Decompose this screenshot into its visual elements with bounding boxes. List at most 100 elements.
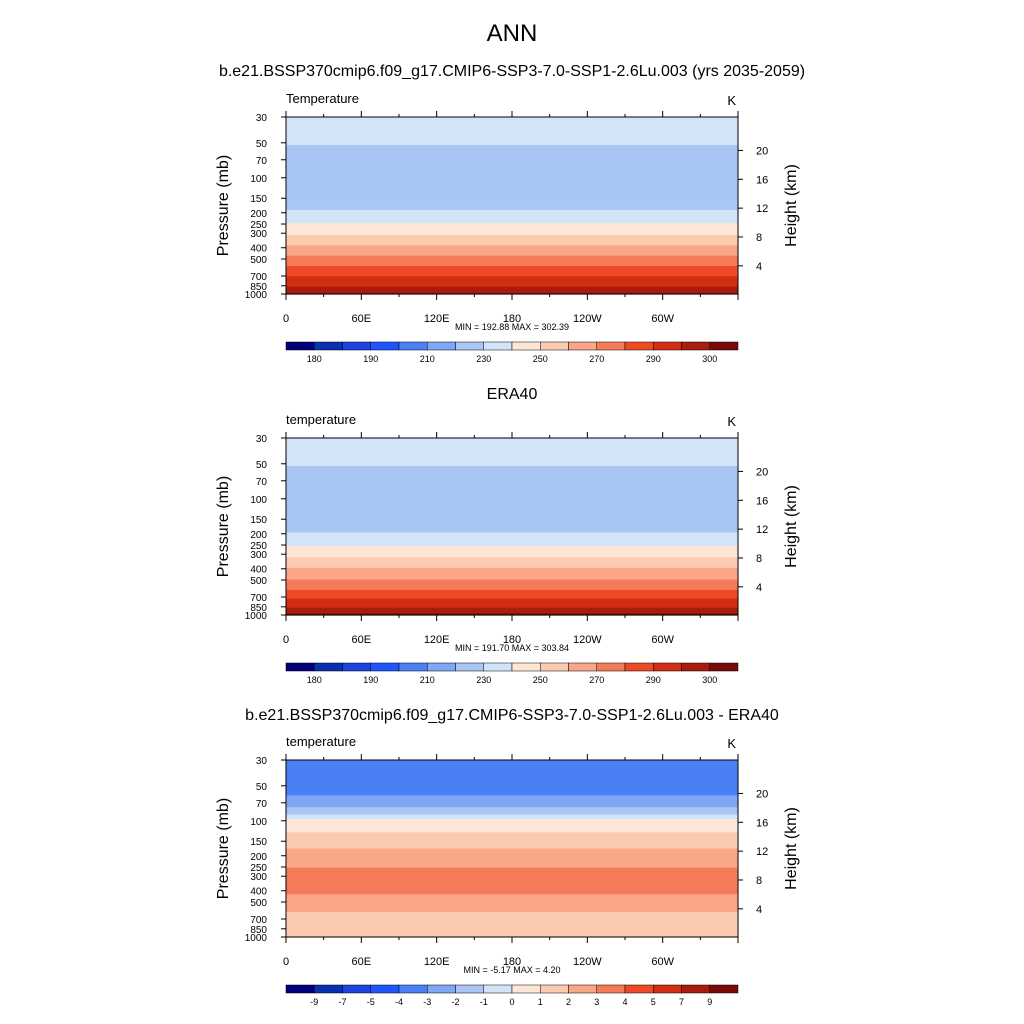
colorbar-label: 300: [702, 354, 717, 364]
contour-band: [286, 232, 738, 235]
contour-band: [286, 443, 738, 446]
contour-band: [286, 847, 738, 850]
contour-band: [286, 863, 738, 866]
contour-band: [286, 782, 738, 785]
contour-band: [286, 773, 738, 776]
contour-band: [286, 816, 738, 819]
colorbar-label: -1: [480, 997, 488, 1007]
contour-band: [286, 233, 738, 236]
contour-band: [286, 171, 738, 174]
x-tick-label: 120E: [424, 634, 450, 646]
contour-band: [286, 252, 738, 255]
x-tick-label: 180: [503, 313, 521, 325]
colorbar-label: 2: [566, 997, 571, 1007]
contour-band: [286, 125, 738, 128]
contour-band: [286, 934, 738, 937]
contour-band: [286, 140, 738, 143]
colorbar-box: [653, 341, 682, 351]
contour-band: [286, 485, 738, 488]
contour-band: [286, 255, 738, 258]
contour-band: [286, 810, 738, 813]
contour-band: [286, 845, 738, 848]
contour-band: [286, 181, 738, 184]
y2-tick-label: 16: [756, 817, 768, 829]
contour-band: [286, 841, 738, 844]
chart-panel-1: Temperature K3050701001502002503004005007…: [215, 91, 800, 364]
contour-band: [286, 229, 738, 232]
contour-band: [286, 501, 738, 504]
x-tick-label: 120W: [573, 956, 602, 968]
contour-band: [286, 149, 738, 152]
contour-band: [286, 821, 738, 825]
contour-band: [286, 243, 738, 246]
contour-band: [286, 566, 738, 569]
contour-band: [286, 764, 738, 767]
x-tick-label: 60W: [651, 956, 674, 968]
contour-band: [286, 187, 738, 190]
contour-band: [286, 158, 738, 161]
y-tick-label: 300: [250, 872, 267, 883]
colorbar-label: 190: [363, 354, 378, 364]
y-tick-label: 500: [250, 255, 267, 266]
y-tick-label: 70: [256, 156, 268, 167]
colorbar-box: [427, 662, 456, 672]
contour-band: [286, 196, 738, 199]
contour-band: [286, 836, 738, 839]
contour-band: [286, 765, 738, 768]
contour-band: [286, 798, 738, 801]
contour-band: [286, 932, 738, 935]
contour-band: [286, 514, 738, 517]
contour-band: [286, 586, 738, 590]
contour-band: [286, 776, 738, 779]
contour-band: [286, 807, 738, 810]
colorbar-box: [398, 984, 428, 994]
contour-band: [286, 811, 738, 814]
contour-band: [286, 239, 738, 242]
contour-band: [286, 165, 738, 168]
colorbar-box: [398, 662, 428, 672]
contour-band: [286, 152, 738, 155]
contour-band: [286, 536, 738, 539]
contour-band: [286, 220, 738, 223]
contour-band: [286, 461, 738, 464]
contour-band: [286, 495, 738, 498]
contour-band: [286, 473, 738, 476]
y-tick-label: 500: [250, 898, 267, 909]
contour-band: [286, 131, 738, 134]
y-tick-label: 50: [256, 139, 268, 150]
colorbar-box: [314, 662, 343, 672]
contour-band: [286, 882, 738, 885]
colorbar-label: 1: [538, 997, 543, 1007]
contour-band: [286, 204, 738, 207]
contour-band: [286, 779, 738, 782]
colorbar-box: [624, 662, 654, 672]
contour-band: [286, 793, 738, 796]
contour-band: [286, 186, 738, 189]
colorbar-box: [568, 662, 597, 672]
colorbar-label: 180: [307, 675, 322, 685]
colorbar-box: [681, 984, 710, 994]
contour-band: [286, 610, 738, 613]
contour-band: [286, 595, 738, 598]
chart-panel-2: temperature K3050701001502002503004005007…: [215, 412, 800, 685]
contour-band: [286, 579, 738, 582]
contour-band: [286, 569, 738, 572]
colorbar-label: -9: [310, 997, 318, 1007]
contour-band: [286, 612, 738, 615]
contour-band: [286, 573, 738, 576]
contour-band: [286, 820, 738, 823]
x-tick-label: 0: [283, 956, 289, 968]
contour-band: [286, 826, 738, 829]
contour-band: [286, 137, 738, 140]
contour-band: [286, 525, 738, 528]
contour-band: [286, 547, 738, 550]
contour-band: [286, 533, 738, 536]
contour-band: [286, 180, 738, 183]
contour-band: [286, 130, 738, 133]
contour-band: [286, 438, 738, 441]
contour-band: [286, 280, 738, 283]
y-tick-label: 400: [250, 244, 267, 255]
contour-band: [286, 886, 738, 889]
contour-band: [286, 901, 738, 904]
